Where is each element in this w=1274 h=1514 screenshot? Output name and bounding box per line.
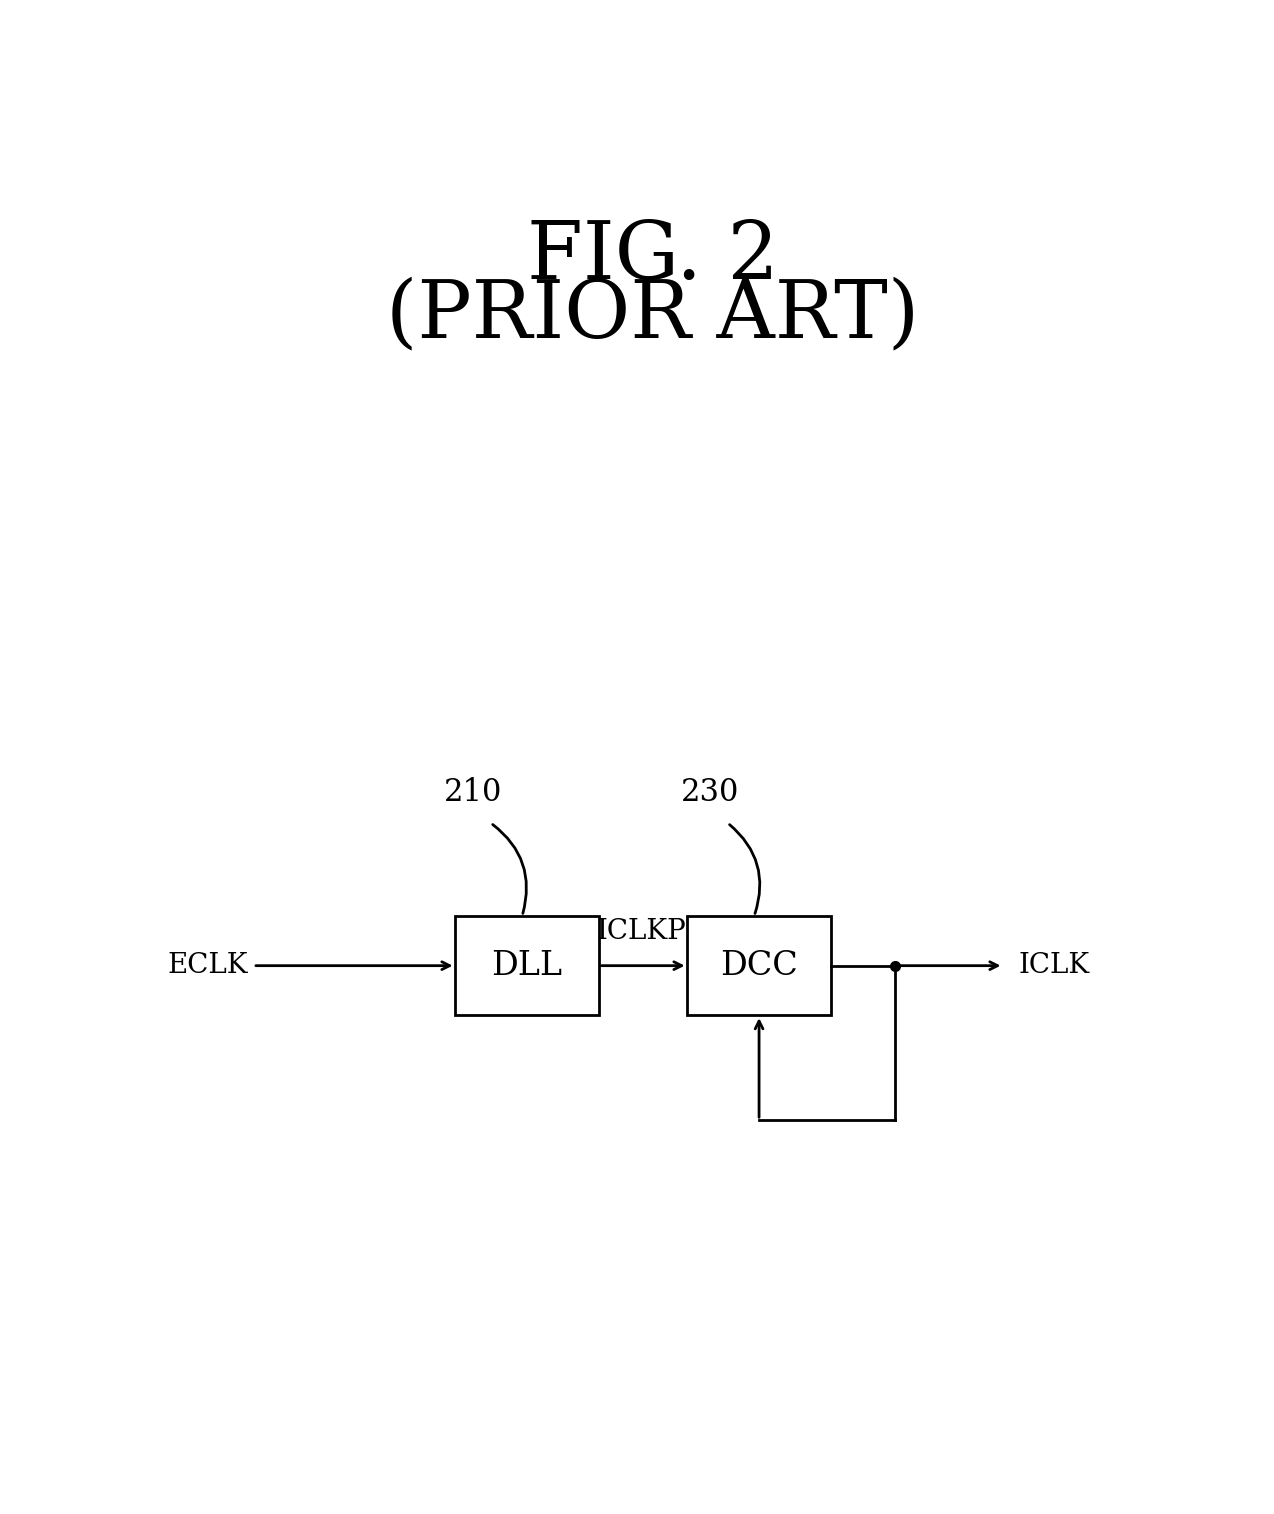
Text: ICLK: ICLK <box>1018 952 1089 980</box>
Text: ICLKP: ICLKP <box>596 917 685 945</box>
Text: 230: 230 <box>680 777 739 807</box>
Text: 210: 210 <box>443 777 502 807</box>
Bar <box>688 916 831 1016</box>
Text: FIG. 2: FIG. 2 <box>527 218 778 297</box>
Text: DLL: DLL <box>492 949 563 981</box>
Text: ECLK: ECLK <box>168 952 248 980</box>
Bar <box>456 916 599 1016</box>
Text: DCC: DCC <box>720 949 798 981</box>
Text: (PRIOR ART): (PRIOR ART) <box>386 277 920 354</box>
